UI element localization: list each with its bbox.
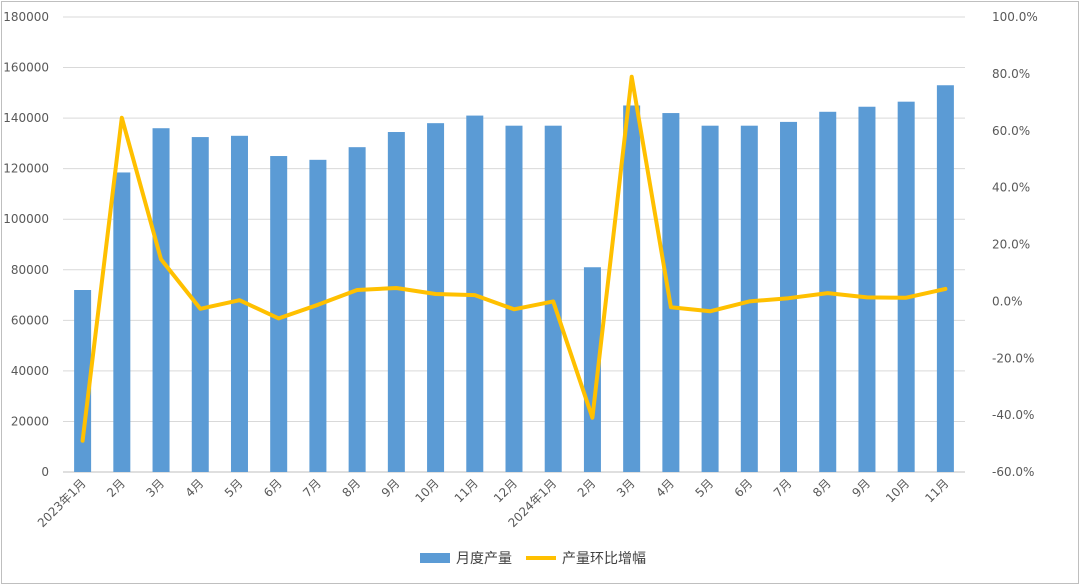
x-tick-label: 3月 xyxy=(143,476,167,500)
line-point xyxy=(512,307,516,311)
bar xyxy=(309,159,327,472)
line-point xyxy=(551,299,555,303)
line-point xyxy=(237,298,241,302)
y-right-tick-label: 80.0% xyxy=(992,67,1030,81)
x-tick-label: 9月 xyxy=(849,476,873,500)
legend-item-line: 产量环比增幅 xyxy=(526,548,646,568)
x-tick-label: 10月 xyxy=(412,476,441,505)
y-right-tick-label: -20.0% xyxy=(992,351,1034,365)
line-point xyxy=(826,291,830,295)
line-point xyxy=(787,296,791,300)
bar xyxy=(583,267,601,472)
line-point xyxy=(394,286,398,290)
legend-item-bar: 月度产量 xyxy=(420,548,512,568)
bar xyxy=(858,106,876,472)
line-point xyxy=(316,303,320,307)
bar xyxy=(270,156,288,472)
y-left-tick-label: 100000 xyxy=(3,212,49,226)
bar xyxy=(74,290,92,472)
bar xyxy=(230,135,248,473)
y-left-tick-label: 40000 xyxy=(11,364,49,378)
line-point xyxy=(747,299,751,303)
bar xyxy=(348,147,366,473)
line-point xyxy=(198,307,202,311)
line-point xyxy=(943,287,947,291)
y-left-tick-label: 0 xyxy=(41,465,49,479)
line-point xyxy=(630,75,634,79)
bar xyxy=(662,113,680,473)
bar xyxy=(897,101,915,473)
x-tick-label: 7月 xyxy=(300,476,324,500)
x-tick-label: 10月 xyxy=(883,476,912,505)
x-tick-label: 3月 xyxy=(614,476,638,500)
line-point xyxy=(355,288,359,292)
x-tick-label: 6月 xyxy=(732,476,756,500)
legend-bar-swatch xyxy=(420,553,450,563)
x-tick-label: 5月 xyxy=(692,476,716,500)
bar xyxy=(740,125,758,472)
y-left-tick-label: 160000 xyxy=(3,61,49,75)
y-left-tick-label: 80000 xyxy=(11,263,49,277)
bar xyxy=(544,125,562,472)
x-tick-label: 7月 xyxy=(771,476,795,500)
y-right-tick-label: -40.0% xyxy=(992,408,1034,422)
x-tick-label: 6月 xyxy=(261,476,285,500)
line-point xyxy=(120,116,124,120)
line-point xyxy=(865,295,869,299)
x-tick-label: 11月 xyxy=(922,476,951,505)
line-point xyxy=(669,305,673,309)
y-left-tick-label: 180000 xyxy=(3,10,49,24)
line-point xyxy=(159,257,163,261)
line-point xyxy=(473,293,477,297)
x-tick-label: 2023年1月 xyxy=(35,476,89,530)
bar xyxy=(505,125,523,472)
y-left-tick-label: 20000 xyxy=(11,414,49,428)
y-right-tick-label: 0.0% xyxy=(992,294,1023,308)
y-right-tick-label: 60.0% xyxy=(992,124,1030,138)
legend-line-label: 产量环比增幅 xyxy=(562,551,646,567)
y-left-tick-label: 140000 xyxy=(3,111,49,125)
legend-bar-label: 月度产量 xyxy=(456,551,512,567)
y-right-tick-label: 20.0% xyxy=(992,238,1030,252)
bar xyxy=(113,172,131,473)
bar xyxy=(701,125,719,472)
x-tick-label: 2月 xyxy=(104,476,128,500)
x-tick-label: 4月 xyxy=(183,476,207,500)
bar xyxy=(936,85,954,472)
y-right-tick-label: 40.0% xyxy=(992,181,1030,195)
x-tick-label: 4月 xyxy=(653,476,677,500)
bar xyxy=(152,128,170,472)
x-tick-label: 2月 xyxy=(575,476,599,500)
line-point xyxy=(708,309,712,313)
line-point xyxy=(277,316,281,320)
bar xyxy=(387,132,405,472)
y-left-tick-label: 60000 xyxy=(11,313,49,327)
x-tick-label: 12月 xyxy=(491,476,520,505)
y-right-tick-label: 100.0% xyxy=(992,10,1038,24)
bar xyxy=(427,123,445,473)
legend-line-swatch xyxy=(526,556,556,560)
x-tick-label: 11月 xyxy=(452,476,481,505)
y-right-tick-label: -60.0% xyxy=(992,465,1034,479)
line-point xyxy=(81,439,85,443)
x-tick-label: 9月 xyxy=(379,476,403,500)
bar xyxy=(623,105,641,472)
line-point xyxy=(434,292,438,296)
line-point xyxy=(904,296,908,300)
bar xyxy=(191,137,209,472)
legend: 月度产量 产量环比增幅 xyxy=(420,548,646,568)
x-tick-label: 8月 xyxy=(810,476,834,500)
x-tick-label: 5月 xyxy=(222,476,246,500)
x-tick-label: 8月 xyxy=(339,476,363,500)
y-left-tick-label: 120000 xyxy=(3,162,49,176)
line-point xyxy=(590,416,594,420)
